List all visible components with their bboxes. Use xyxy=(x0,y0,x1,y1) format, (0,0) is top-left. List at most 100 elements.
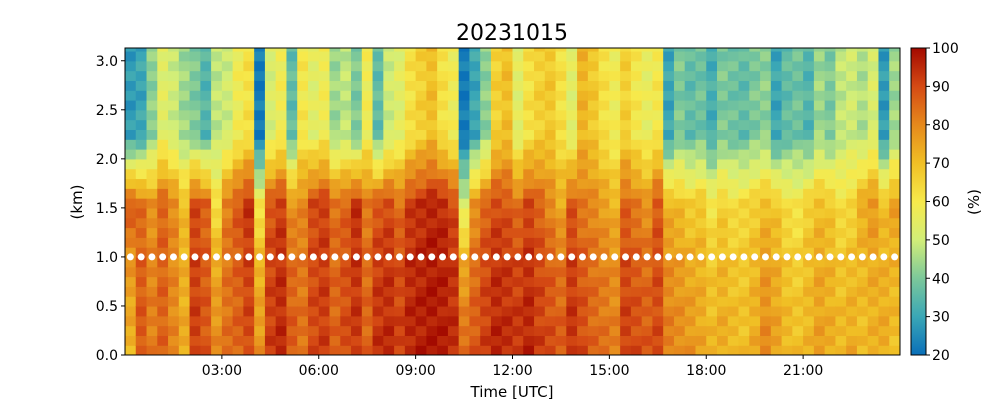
heatmap-cell xyxy=(200,198,212,209)
heatmap-cell xyxy=(361,99,374,111)
heatmap-cell xyxy=(415,237,427,248)
heatmap-cell xyxy=(254,188,266,199)
marker-dot xyxy=(363,253,371,261)
heatmap-cell xyxy=(889,50,900,62)
marker-dot xyxy=(460,253,468,261)
marker-dot xyxy=(546,253,554,261)
heatmap-cell xyxy=(856,188,869,199)
heatmap-cell xyxy=(361,188,374,199)
heatmap-cell xyxy=(609,345,621,355)
heatmap-cell xyxy=(286,90,298,101)
heatmap-cell xyxy=(426,276,438,287)
heatmap-cell xyxy=(189,296,201,307)
heatmap-cell xyxy=(458,256,471,268)
heatmap-cell xyxy=(125,335,137,346)
heatmap-cell xyxy=(394,188,406,199)
heatmap-cell xyxy=(480,90,492,101)
heatmap-cell xyxy=(286,305,298,317)
heatmap-cell xyxy=(598,119,610,131)
marker-dot xyxy=(202,253,210,261)
heatmap-cell xyxy=(458,178,471,189)
heatmap-cell xyxy=(620,129,632,140)
heatmap-cell xyxy=(200,286,212,297)
heatmap-cell xyxy=(641,109,654,121)
heatmap-cell xyxy=(221,335,234,346)
heatmap-cell xyxy=(512,188,524,199)
heatmap-cell xyxy=(329,149,341,160)
heatmap-cell xyxy=(523,276,535,287)
heatmap-cell xyxy=(372,256,384,268)
heatmap-cell xyxy=(232,315,244,327)
heatmap-cell xyxy=(652,168,664,180)
heatmap-cell xyxy=(351,237,363,248)
heatmap-cell xyxy=(189,217,201,229)
heatmap-cell xyxy=(189,109,201,121)
heatmap-cell xyxy=(264,335,277,346)
heatmap-cell xyxy=(351,48,363,52)
heatmap-cell xyxy=(684,198,697,209)
heatmap-cell xyxy=(587,109,600,121)
heatmap-cell xyxy=(878,217,890,229)
heatmap-cell xyxy=(889,276,900,287)
heatmap-cell xyxy=(168,217,180,229)
heatmap-cell xyxy=(157,315,169,327)
heatmap-cell xyxy=(307,129,320,140)
heatmap-cell xyxy=(404,119,417,131)
heatmap-cell xyxy=(340,168,352,180)
heatmap-cell xyxy=(329,70,341,81)
heatmap-cell xyxy=(297,50,309,62)
heatmap-cell xyxy=(157,256,169,268)
heatmap-cell xyxy=(867,158,880,170)
heatmap-cell xyxy=(447,276,460,287)
heatmap-cell xyxy=(749,227,761,238)
heatmap-cell xyxy=(717,345,729,355)
heatmap-cell xyxy=(889,305,900,317)
heatmap-cell xyxy=(512,217,524,229)
heatmap-cell xyxy=(555,178,567,189)
heatmap-cell xyxy=(673,119,686,131)
heatmap-cell xyxy=(329,109,341,121)
heatmap-cell xyxy=(501,178,514,189)
heatmap-cell xyxy=(598,217,610,229)
heatmap-cell xyxy=(426,60,438,72)
heatmap-cell xyxy=(318,305,331,317)
heatmap-cell xyxy=(695,149,707,160)
heatmap-cell xyxy=(501,158,514,170)
heatmap-cell xyxy=(254,345,266,355)
heatmap-cell xyxy=(458,227,471,238)
heatmap-cell xyxy=(254,109,266,121)
heatmap-cell xyxy=(663,247,675,258)
heatmap-cell xyxy=(824,178,837,189)
heatmap-cell xyxy=(254,48,266,52)
heatmap-cell xyxy=(813,149,826,160)
heatmap-cell xyxy=(760,305,772,317)
heatmap-cell xyxy=(125,119,137,131)
heatmap-cell xyxy=(846,90,858,101)
heatmap-cell xyxy=(415,296,427,307)
heatmap-cell xyxy=(200,247,212,258)
heatmap-cell xyxy=(318,286,331,297)
heatmap-cell xyxy=(781,168,793,180)
heatmap-cell xyxy=(695,315,707,327)
heatmap-cell xyxy=(577,315,589,327)
heatmap-cell xyxy=(641,296,654,307)
heatmap-cell xyxy=(652,237,664,248)
heatmap-cell xyxy=(717,158,729,170)
heatmap-cell xyxy=(361,90,374,101)
heatmap-cell xyxy=(867,119,880,131)
heatmap-cell xyxy=(157,99,169,111)
heatmap-cell xyxy=(889,90,900,101)
heatmap-cell xyxy=(178,198,191,209)
heatmap-cell xyxy=(673,305,686,317)
heatmap-cell xyxy=(684,207,697,219)
heatmap-cell xyxy=(243,286,255,297)
heatmap-cell xyxy=(620,296,632,307)
heatmap-cell xyxy=(652,129,664,140)
heatmap-cell xyxy=(856,217,869,229)
heatmap-cell xyxy=(264,60,277,72)
heatmap-cell xyxy=(135,48,148,52)
heatmap-cell xyxy=(835,90,847,101)
heatmap-cell xyxy=(738,217,750,229)
heatmap-cell xyxy=(458,80,471,91)
heatmap-cell xyxy=(512,335,524,346)
